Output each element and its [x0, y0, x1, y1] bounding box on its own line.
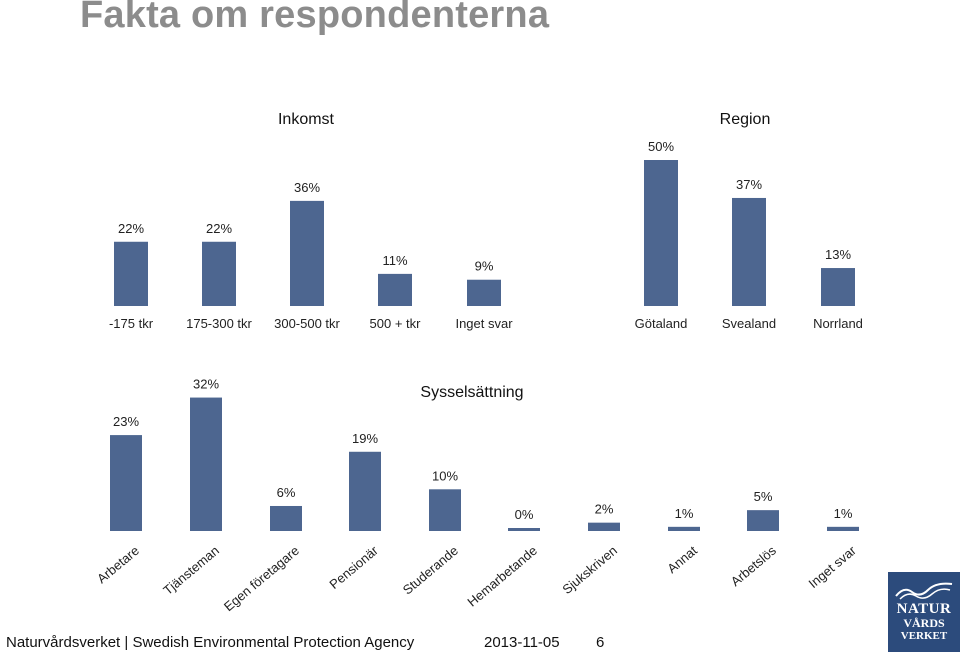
category-label-sysselsattning-tjansteman: Tjänsteman [160, 543, 222, 598]
slide-title: Fakta om respondenterna [80, 0, 550, 36]
footer-organization: Naturvårdsverket | Swedish Environmental… [6, 634, 415, 651]
data-label-region-gotaland: 50% [648, 139, 674, 154]
bar-sysselsattning-inget-svar [827, 526, 859, 531]
data-label-inkomst-inget-svar: 9% [475, 259, 494, 274]
category-label-sysselsattning-pensionar: Pensionär [326, 542, 381, 592]
bar-sysselsattning-annat [668, 526, 700, 531]
category-label-inkomst-500-tkr: 500 + tkr [370, 316, 422, 331]
footer-page-number: 6 [596, 634, 605, 651]
category-label-region-svealand: Svealand [722, 316, 776, 331]
chart-title-region: Region [720, 111, 771, 128]
bar-sysselsattning-studerande [429, 489, 461, 531]
bar-sysselsattning-arbetare [110, 435, 142, 531]
bar-sysselsattning-pensionar [349, 451, 381, 531]
category-label-inkomst-175-tkr: -175 tkr [109, 316, 154, 331]
data-label-sysselsattning-annat: 1% [675, 506, 694, 521]
data-label-sysselsattning-arbetare: 23% [113, 414, 139, 429]
naturvardsverket-logo: NATUR VÅRDS VERKET [888, 572, 960, 652]
data-label-region-svealand: 37% [736, 177, 762, 192]
chart-title-inkomst: Inkomst [278, 111, 335, 128]
bar-region-gotaland [644, 160, 678, 306]
data-label-sysselsattning-tjansteman: 32% [193, 377, 219, 392]
category-label-sysselsattning-annat: Annat [664, 543, 700, 577]
logo-line-2: VÅRDS [903, 616, 945, 630]
data-label-inkomst-175-300-tkr: 22% [206, 221, 232, 236]
bar-inkomst-175-300-tkr [202, 241, 236, 306]
data-label-sysselsattning-egen-foretagare: 6% [277, 485, 296, 500]
bar-region-norrland [821, 268, 855, 306]
category-label-inkomst-300-500-tkr: 300-500 tkr [274, 316, 340, 331]
chart-title-sysselsattning: Sysselsättning [420, 384, 523, 401]
category-label-sysselsattning-inget-svar: Inget svar [806, 542, 860, 591]
data-label-sysselsattning-pensionar: 19% [352, 431, 378, 446]
data-label-sysselsattning-arbetslos: 5% [754, 489, 773, 504]
bar-inkomst-175-tkr [114, 241, 148, 306]
footer: Naturvårdsverket | Swedish Environmental… [6, 634, 604, 651]
category-label-sysselsattning-studerande: Studerande [400, 543, 461, 598]
data-label-inkomst-500-tkr: 11% [382, 253, 407, 268]
bar-sysselsattning-sjukskriven [588, 522, 620, 531]
category-label-region-norrland: Norrland [813, 316, 863, 331]
bar-sysselsattning-egen-foretagare [270, 505, 302, 531]
category-label-inkomst-inget-svar: Inget svar [455, 316, 513, 331]
category-label-sysselsattning-sjukskriven: Sjukskriven [559, 543, 620, 597]
bar-inkomst-300-500-tkr [290, 200, 324, 306]
logo-line-1: NATUR [896, 601, 952, 617]
bar-sysselsattning-tjansteman [190, 397, 222, 531]
data-label-sysselsattning-sjukskriven: 2% [595, 502, 614, 517]
bar-inkomst-500-tkr [378, 273, 412, 306]
category-label-sysselsattning-arbetare: Arbetare [94, 543, 142, 587]
category-label-sysselsattning-hemarbetande: Hemarbetande [464, 543, 540, 610]
bar-sysselsattning-arbetslos [747, 510, 779, 531]
bar-inkomst-inget-svar [467, 279, 501, 306]
category-label-sysselsattning-arbetslos: Arbetslös [728, 542, 780, 589]
category-label-sysselsattning-egen-foretagare: Egen företagare [221, 543, 302, 614]
bar-region-svealand [732, 197, 766, 306]
logo-waves-icon [895, 582, 953, 600]
bar-sysselsattning-hemarbetande [508, 528, 540, 531]
data-label-sysselsattning-hemarbetande: 0% [515, 507, 534, 522]
data-label-region-norrland: 13% [825, 247, 851, 262]
footer-date: 2013-11-05 [484, 634, 560, 651]
category-label-inkomst-175-300-tkr: 175-300 tkr [186, 316, 252, 331]
data-label-sysselsattning-inget-svar: 1% [834, 506, 853, 521]
data-label-inkomst-300-500-tkr: 36% [294, 180, 320, 195]
data-label-inkomst-175-tkr: 22% [118, 221, 144, 236]
logo-line-3: VERKET [900, 630, 948, 642]
category-label-region-gotaland: Götaland [635, 316, 688, 331]
data-label-sysselsattning-studerande: 10% [432, 468, 458, 483]
